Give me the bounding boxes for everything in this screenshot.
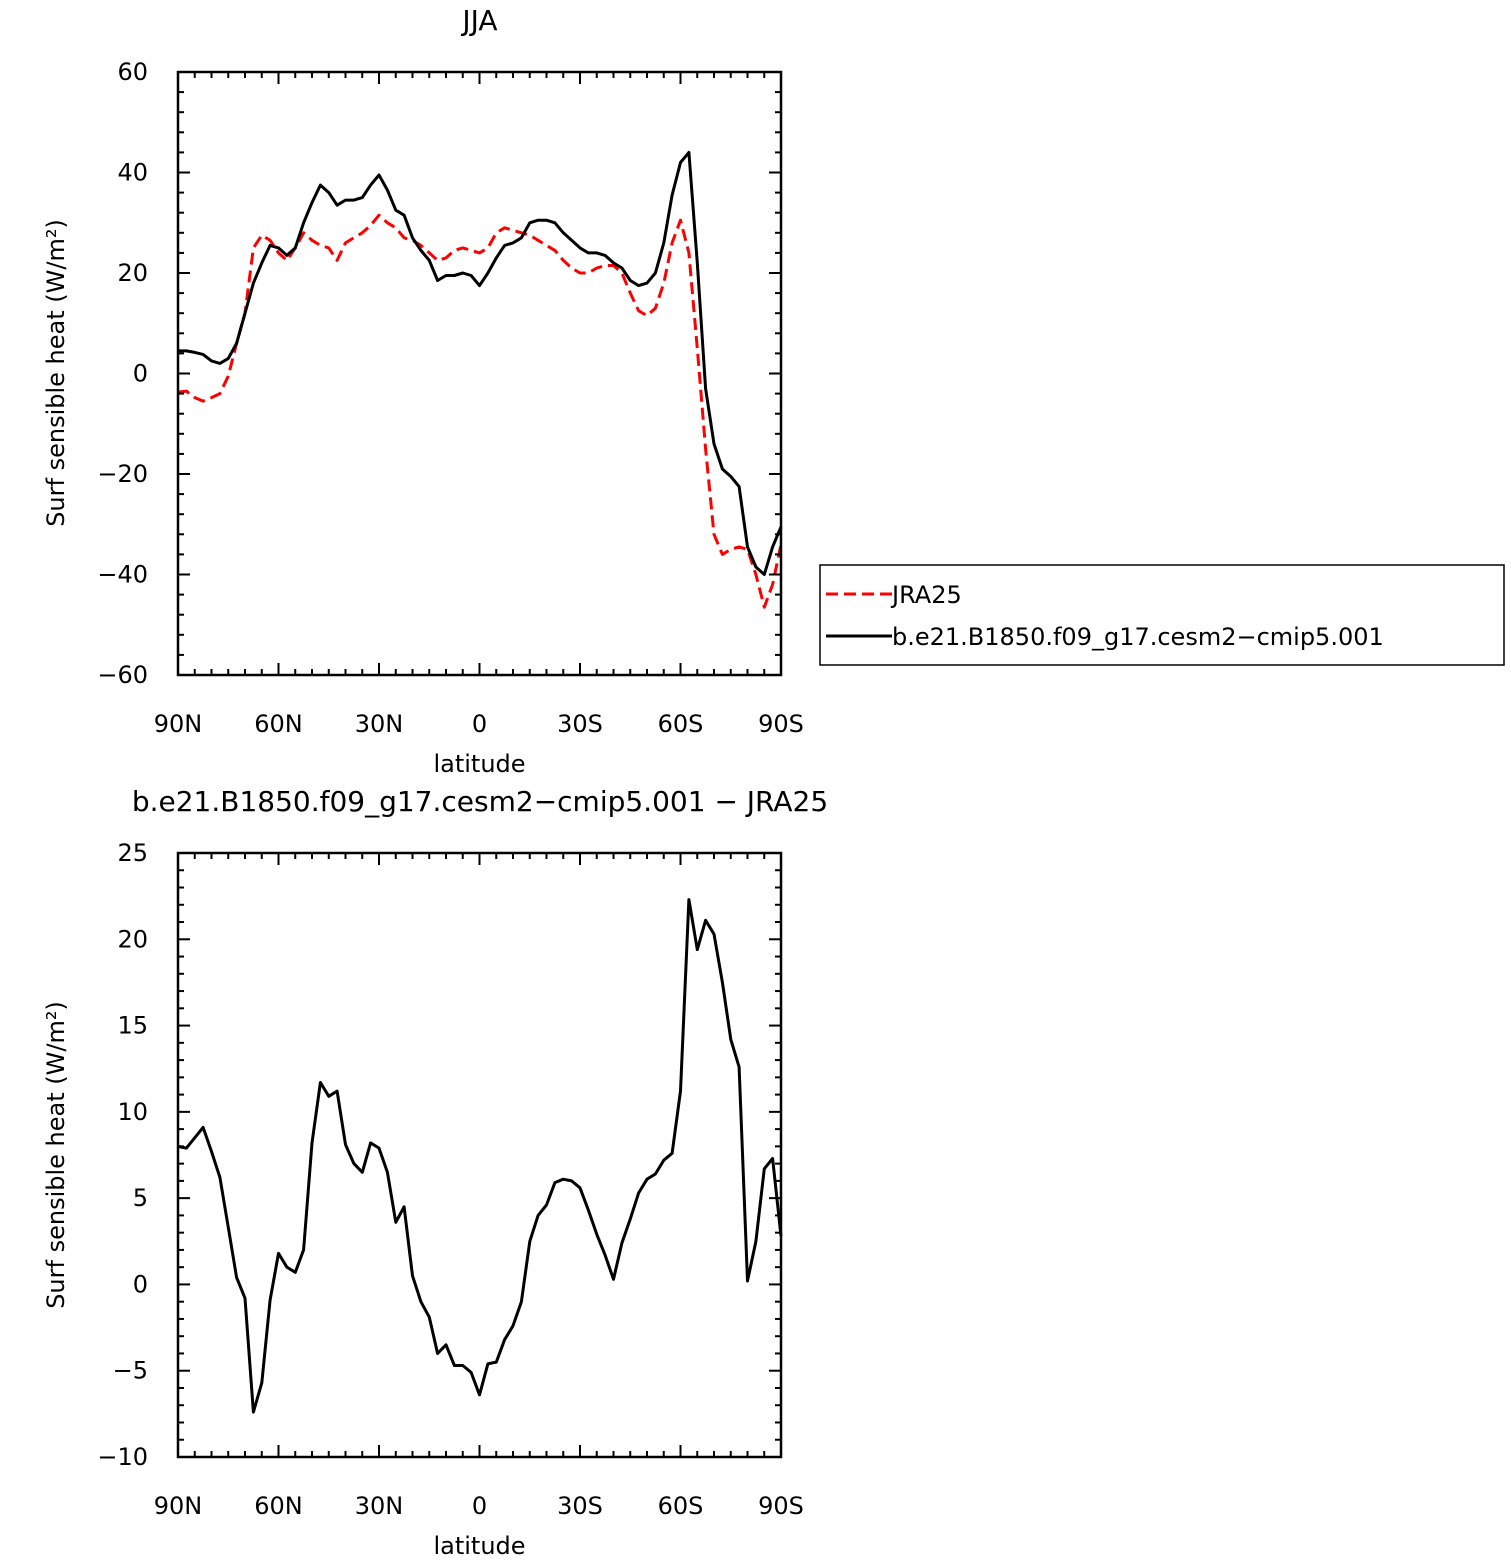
y-tick-label: −5 [113,1357,148,1385]
y-tick-label: 10 [117,1098,148,1126]
y-tick-label: 5 [133,1184,148,1212]
legend-box [819,564,1505,666]
x-tick-label: 60N [254,1492,303,1520]
y-tick-label: 20 [117,259,148,287]
legend: JRA25 b.e21.B1850.f09_g17.cesm2−cmip5.001 [819,564,1505,666]
y-tick-label: −20 [97,460,148,488]
x-tick-label: 30N [355,710,404,738]
y-tick-label: 40 [117,159,148,187]
y-tick-label: 15 [117,1012,148,1040]
y-axis-label: Surf sensible heat (W/m²) [42,219,70,527]
y-tick-label: −60 [97,661,148,689]
chart-title: b.e21.B1850.f09_g17.cesm2−cmip5.001 − JR… [132,785,828,818]
y-tick-label: 0 [133,1270,148,1298]
plot-frame [176,851,783,1459]
x-tick-label: 0 [472,710,487,738]
series-line-0 [177,213,783,609]
chart-title: JJA [460,4,497,37]
y-tick-label: −40 [97,561,148,589]
bottom-panel: 90N 60N 30N 0 30S 60S 90S 25 20 15 10 5 0 −5 −10 b.e21.… [42,785,828,1560]
legend-label: JRA25 [890,581,962,609]
y-tick-label: −10 [97,1443,148,1471]
x-tick-label: 30S [557,710,603,738]
x-tick-label: 60S [658,1492,704,1520]
y-tick-label: 25 [117,839,148,867]
x-tick-label: 90S [758,710,804,738]
x-tick-label: 60S [658,710,704,738]
top-panel: 90N 60N 30N 0 30S 60S 90S 60 40 20 0 −20 −40 −60 JJA la… [42,4,1505,778]
y-tick-label: 60 [117,58,148,86]
y-tick-label: 0 [133,360,148,388]
series-line-1 [178,150,783,576]
x-axis-label: latitude [433,750,525,778]
x-tick-label: 60N [254,710,303,738]
x-tick-label: 90N [154,710,203,738]
series-line-0 [177,898,783,1414]
x-tick-label: 30N [355,1492,404,1520]
x-tick-label: 0 [472,1492,487,1520]
legend-label: b.e21.B1850.f09_g17.cesm2−cmip5.001 [892,623,1384,651]
x-tick-label: 30S [557,1492,603,1520]
x-axis-label: latitude [433,1532,525,1560]
y-tick-label: 20 [117,925,148,953]
y-axis-label: Surf sensible heat (W/m²) [42,1001,70,1309]
x-tick-label: 90S [758,1492,804,1520]
x-tick-label: 90N [154,1492,203,1520]
